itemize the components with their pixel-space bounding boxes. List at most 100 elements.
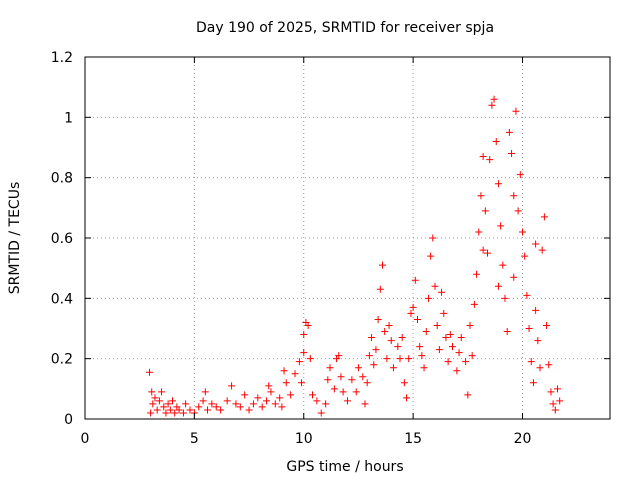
data-point [335,352,343,360]
data-point [514,207,522,215]
data-point [494,180,502,188]
data-point [505,128,513,136]
data-point [313,397,321,405]
x-tick-label: 0 [81,431,90,447]
data-point [282,379,290,387]
data-point [414,315,421,323]
y-tick-label: 0 [64,412,73,428]
data-point [186,406,194,414]
data-point [182,400,190,408]
data-point [540,213,548,221]
data-point [396,355,404,363]
data-point [374,315,382,323]
data-point [510,273,518,281]
data-point [403,394,411,402]
data-point [169,397,176,405]
data-point [547,388,555,396]
data-point [525,325,533,332]
data-point [431,282,439,290]
data-point [278,403,286,411]
data-point [409,303,417,311]
data-point [427,252,435,260]
data-point [245,406,253,414]
data-point [151,394,159,402]
data-point [457,334,465,342]
data-point [158,388,166,396]
data-point [512,107,520,115]
data-point [510,192,518,200]
data-point [551,406,559,414]
data-point [306,355,314,363]
data-point [420,364,428,372]
data-point [339,388,347,396]
data-point [195,403,203,411]
data-point [330,385,338,393]
data-point [532,306,540,314]
data-point [263,397,271,405]
data-point [153,406,161,414]
data-point [324,376,332,384]
data-point [438,288,446,296]
y-tick-label: 0.8 [51,171,73,187]
data-point [400,379,408,387]
data-point [545,361,553,369]
data-point [309,391,316,399]
data-point [236,403,244,411]
data-point [394,343,402,351]
data-point [179,409,187,417]
data-point [276,394,284,402]
data-point [249,400,257,408]
y-tick-label: 0.2 [51,352,73,368]
data-point [405,355,413,363]
data-point [166,406,174,414]
data-point [389,364,397,372]
data-point [534,337,542,345]
data-point [146,368,154,376]
data-point [271,400,279,408]
data-point [416,343,424,351]
data-point [287,391,295,399]
data-point [344,397,351,405]
data-point [556,397,564,405]
data-point [368,334,376,342]
data-point [337,373,345,381]
data-point [300,349,308,357]
data-point [381,328,389,336]
data-point [475,228,483,236]
y-tick-labels: 0 0.2 0.4 0.6 0.8 1 1.2 [51,50,73,428]
data-point [258,403,266,411]
data-point [433,321,441,329]
data-point [160,403,168,411]
data-point [529,379,537,387]
data-point [385,321,393,329]
data-point [361,400,369,408]
data-point [376,285,384,293]
data-point [468,352,476,360]
y-tick-label: 1 [64,110,73,126]
data-point [298,379,306,387]
y-tick-label: 1.2 [51,50,73,66]
data-point [492,137,500,145]
data-point [473,270,481,278]
data-point [484,249,491,257]
grid-lines [85,57,610,419]
data-point [429,234,437,242]
data-point [508,150,516,158]
data-point [359,373,367,381]
data-point [516,171,524,179]
data-point [223,397,231,405]
data-point [162,409,170,417]
data-point [267,388,275,396]
data-point [424,294,432,302]
data-point [326,364,334,372]
y-tick-label: 0.6 [51,231,73,247]
data-point [295,358,303,366]
data-point [536,364,544,372]
data-point [148,388,156,396]
data-point [387,337,395,345]
data-point [300,331,308,339]
data-point [171,409,179,417]
data-point [199,397,207,405]
data-point [486,156,494,164]
data-point [232,400,240,408]
